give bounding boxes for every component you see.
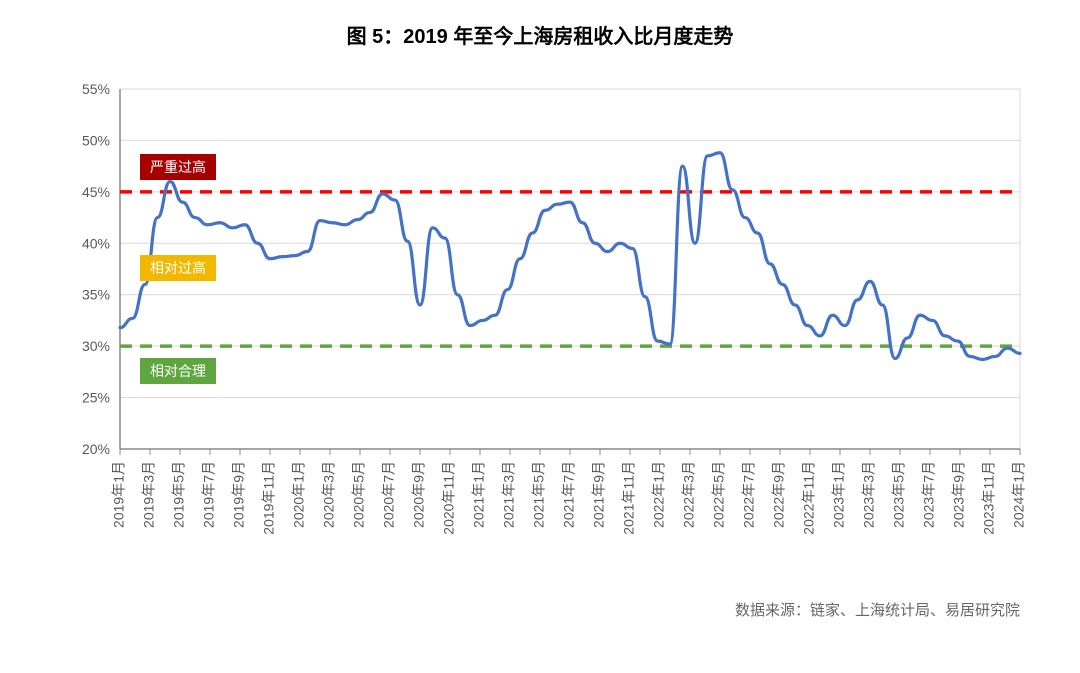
- data-source: 数据来源：链家、上海统计局、易居研究院: [0, 589, 1080, 620]
- x-tick-label: 2020年5月: [351, 461, 367, 528]
- x-tick-label: 2022年7月: [741, 461, 757, 528]
- threshold-label: 相对过高: [140, 255, 216, 281]
- chart-container: 20% 25% 30% 35% 40% 45% 50% 55% 2019年1月 2019年3月 20…: [40, 69, 1040, 589]
- x-tick-label: 2019年7月: [201, 461, 217, 528]
- x-tick-label: 2022年1月: [651, 461, 667, 528]
- x-tick-label: 2019年5月: [171, 461, 187, 528]
- threshold-label: 相对合理: [140, 358, 216, 384]
- line-chart: 20% 25% 30% 35% 40% 45% 50% 55% 2019年1月 2019年3月 20…: [40, 69, 1040, 589]
- x-tick-label: 2023年7月: [921, 461, 937, 528]
- y-tick-label: 50%: [82, 132, 110, 148]
- x-tick-label: 2021年7月: [561, 461, 577, 528]
- x-tick-label: 2021年1月: [471, 461, 487, 528]
- y-tick-label: 55%: [82, 81, 110, 97]
- x-tick-label: 2020年7月: [381, 461, 397, 528]
- x-tick-label: 2020年1月: [291, 461, 307, 528]
- x-tick-label: 2020年11月: [441, 461, 457, 535]
- x-tick-label: 2023年9月: [951, 461, 967, 528]
- x-tick-label: 2022年3月: [681, 461, 697, 528]
- x-tick-label: 2020年3月: [321, 461, 337, 528]
- x-tick-label: 2019年11月: [261, 461, 277, 535]
- x-tick-label: 2022年9月: [771, 461, 787, 528]
- x-tick-label: 2023年5月: [891, 461, 907, 528]
- x-tick-label: 2023年3月: [861, 461, 877, 528]
- y-tick-label: 45%: [82, 184, 110, 200]
- x-tick-label: 2019年3月: [141, 461, 157, 528]
- figure-title: 图 5：2019 年至今上海房租收入比月度走势: [0, 0, 1080, 49]
- x-tick-label: 2019年1月: [111, 461, 127, 528]
- x-tick-label: 2024年1月: [1011, 461, 1027, 528]
- threshold-label: 严重过高: [140, 154, 216, 180]
- y-tick-label: 25%: [82, 390, 110, 406]
- y-tick-label: 40%: [82, 235, 110, 251]
- x-tick-label: 2020年9月: [411, 461, 427, 528]
- x-tick-label: 2021年11月: [621, 461, 637, 535]
- y-tick-label: 30%: [82, 338, 110, 354]
- x-tick-label: 2022年5月: [711, 461, 727, 528]
- x-tick-label: 2019年9月: [231, 461, 247, 528]
- y-tick-label: 20%: [82, 441, 110, 457]
- x-tick-label: 2021年5月: [531, 461, 547, 528]
- x-tick-label: 2021年3月: [501, 461, 517, 528]
- x-tick-label: 2023年11月: [981, 461, 997, 535]
- x-tick-label: 2023年1月: [831, 461, 847, 528]
- x-tick-label: 2021年9月: [591, 461, 607, 528]
- x-tick-label: 2022年11月: [801, 461, 817, 535]
- y-tick-label: 35%: [82, 287, 110, 303]
